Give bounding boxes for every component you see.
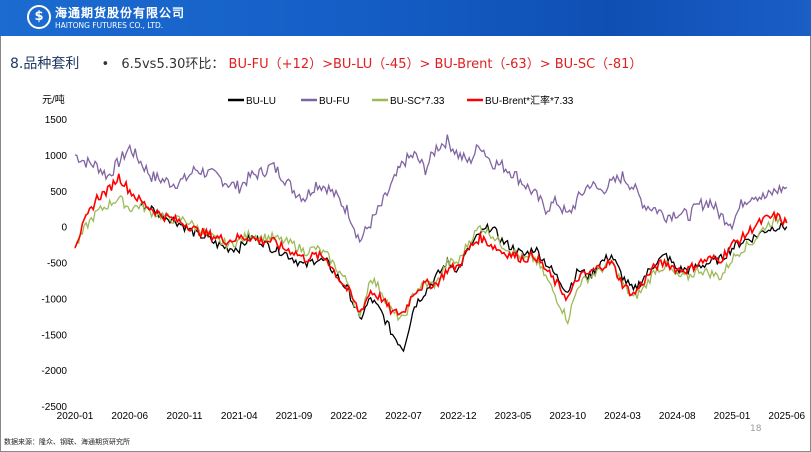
x-tick-label: 2025-01: [714, 411, 751, 422]
legend-label: BU-Brent*汇率*7.33: [485, 94, 574, 107]
y-tick-label: 500: [50, 187, 67, 198]
y-tick-label: -1500: [41, 330, 67, 341]
y-tick-label: -500: [47, 259, 67, 270]
y-tick-label: 1000: [45, 151, 68, 162]
x-tick-label: 2024-08: [659, 411, 696, 422]
x-tick-label: 2025-06: [768, 411, 805, 422]
company-name-en: HAITONG FUTURES CO., LTD.: [55, 21, 164, 30]
legend-label: BU-SC*7.33: [390, 96, 445, 107]
series-line-bu-brent-: [74, 173, 788, 316]
y-tick-label: -2000: [41, 366, 67, 377]
compare-label: 6.5vs5.30环比：: [121, 57, 225, 72]
section-title: 8.品种套利: [10, 56, 80, 72]
legend-label: BU-FU: [319, 96, 350, 107]
y-tick-label: 1500: [45, 115, 68, 126]
y-tick-label: -1000: [41, 294, 67, 305]
y-tick-label: 0: [61, 223, 67, 234]
x-tick-label: 2022-07: [385, 411, 422, 422]
bullet: •: [101, 57, 110, 72]
y-tick-label: -2500: [41, 402, 67, 413]
company-logo-icon: $: [27, 5, 51, 29]
x-tick-label: 2021-09: [276, 411, 313, 422]
x-tick-label: 2023-05: [495, 411, 532, 422]
series-line-bu-sc-: [74, 195, 788, 326]
x-tick-label: 2020-01: [57, 411, 94, 422]
x-tick-label: 2022-12: [440, 411, 477, 422]
x-tick-label: 2021-04: [221, 411, 258, 422]
page-number: 18: [750, 424, 762, 434]
x-tick-label: 2024-03: [604, 411, 641, 422]
compare-value: BU-FU（+12）>BU-LU（-45）> BU-Brent（-63）> BU…: [228, 57, 643, 72]
x-tick-label: 2020-11: [167, 411, 203, 422]
company-name-cn: 海通期货股份有限公司: [55, 6, 186, 20]
x-tick-label: 2023-10: [549, 411, 586, 422]
data-source: 数据来源：隆众、钢联、海通期货研究所: [4, 438, 130, 446]
x-tick-label: 2020-06: [111, 411, 148, 422]
legend-label: BU-LU: [246, 96, 276, 107]
series-line-bu-fu: [74, 134, 788, 244]
header-banner: $ 海通期货股份有限公司 HAITONG FUTURES CO., LTD.: [0, 0, 811, 36]
y-axis-unit: 元/吨: [42, 93, 65, 106]
x-tick-label: 2022-02: [330, 411, 367, 422]
slide-title: 8.品种套利 • 6.5vs5.30环比： BU-FU（+12）>BU-LU（-…: [10, 53, 642, 73]
